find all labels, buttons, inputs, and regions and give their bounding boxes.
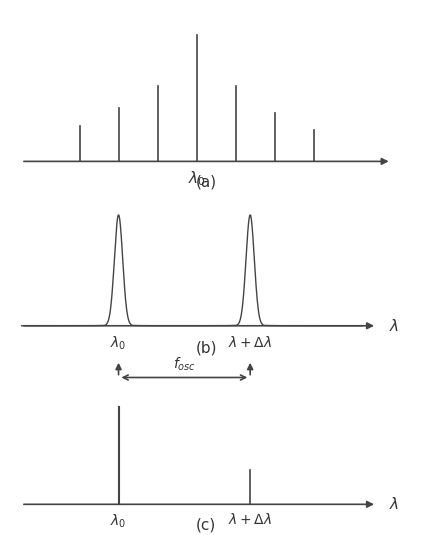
Text: $\lambda_0$: $\lambda_0$ [110, 335, 127, 352]
Text: (c): (c) [196, 517, 216, 532]
Text: $\lambda + \Delta\lambda$: $\lambda + \Delta\lambda$ [228, 335, 272, 350]
Text: $f_{osc}$: $f_{osc}$ [173, 355, 196, 372]
Text: $\lambda_0$: $\lambda_0$ [110, 512, 127, 530]
Text: $\lambda$: $\lambda$ [389, 496, 399, 513]
Text: $\lambda$: $\lambda$ [389, 318, 399, 334]
Text: $\lambda + \Delta\lambda$: $\lambda + \Delta\lambda$ [228, 512, 272, 527]
Text: (b): (b) [195, 341, 217, 356]
Text: (a): (a) [196, 175, 217, 190]
Text: $\lambda_0$: $\lambda_0$ [188, 169, 205, 188]
